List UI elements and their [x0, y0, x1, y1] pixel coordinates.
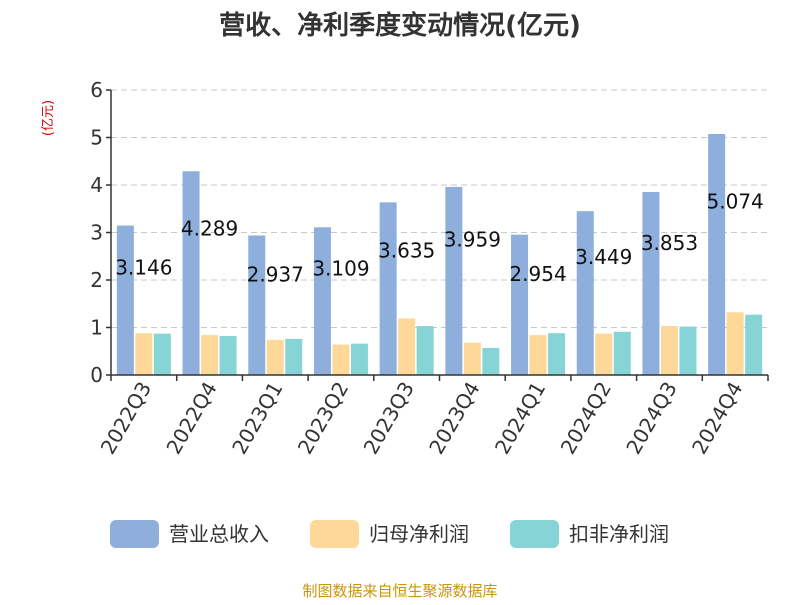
legend-swatch-0: [110, 520, 159, 548]
bars: [116, 133, 763, 375]
legend-swatch-2: [510, 520, 559, 548]
bar-series-1-8: [660, 326, 678, 375]
data-label: 3.146: [115, 255, 172, 279]
chart-title: 营收、净利季度变动情况(亿元): [219, 10, 581, 41]
bar-series-2-7: [613, 331, 631, 375]
data-label: 3.109: [312, 257, 369, 281]
bar-series-1-1: [201, 335, 219, 375]
legend-swatch-1: [310, 520, 359, 548]
bar-series-2-9: [745, 314, 763, 375]
bar-series-1-5: [463, 342, 481, 375]
x-tick-labels: 2022Q3 2022Q4 2023Q1 2023Q2 2023Q3 2023Q4 2024…: [96, 378, 748, 459]
bar-series-1-4: [398, 318, 416, 375]
data-label: 3.449: [575, 245, 632, 269]
bar-series-2-3: [350, 343, 368, 375]
legend: 营业总收入 归母净利润 扣非净利润: [110, 520, 669, 548]
legend-label-1: 归母净利润: [369, 522, 469, 546]
y-tick-label: 0: [90, 363, 103, 387]
source-note: 制图数据来自恒生聚源数据库: [302, 582, 497, 600]
x-tick-label: 2023Q3: [359, 378, 419, 459]
y-tick-labels: 0 1 2 3 4 5 6: [90, 78, 103, 387]
bar-series-1-9: [726, 312, 744, 375]
bar-series-1-0: [135, 333, 153, 375]
y-tick-label: 5: [90, 126, 103, 150]
data-label: 2.954: [509, 262, 566, 286]
data-label: 3.853: [641, 231, 698, 255]
bar-series-0-0: [116, 225, 134, 375]
x-tick-label: 2023Q1: [227, 378, 287, 459]
gridlines: [111, 89, 768, 328]
x-tick-label: 2023Q2: [293, 378, 353, 459]
data-label: 4.289: [181, 216, 238, 240]
x-tick-label: 2024Q4: [687, 378, 747, 459]
y-tick-label: 3: [90, 221, 103, 245]
data-label: 2.937: [247, 263, 304, 287]
bar-series-1-7: [595, 333, 613, 375]
bar-series-2-6: [548, 333, 566, 375]
bar-series-1-3: [332, 344, 350, 375]
y-tick-label: 4: [90, 173, 103, 197]
bar-series-0-4: [379, 202, 397, 375]
data-label: 5.074: [707, 189, 764, 213]
legend-label-0: 营业总收入: [169, 522, 269, 546]
y-tick-label: 6: [90, 78, 103, 102]
bar-series-2-5: [482, 347, 500, 375]
bar-series-2-0: [153, 333, 171, 375]
bar-series-0-8: [642, 191, 660, 375]
y-tick-label: 2: [90, 268, 103, 292]
legend-label-2: 扣非净利润: [569, 522, 669, 546]
x-tick-label: 2024Q3: [621, 378, 681, 459]
bar-series-0-5: [445, 186, 463, 375]
x-tick-label: 2022Q4: [161, 378, 221, 459]
x-tick-label: 2023Q4: [424, 378, 484, 459]
y-tick-label: 1: [90, 316, 103, 340]
bar-series-2-4: [416, 326, 434, 375]
x-tick-label: 2024Q1: [490, 378, 550, 459]
bar-series-0-1: [182, 171, 200, 375]
bar-series-2-1: [219, 336, 237, 375]
data-labels: 3.146 4.289 2.937 3.109 3.635 3.959 2.954 3.449…: [115, 189, 764, 286]
bar-series-0-7: [576, 211, 594, 375]
bar-series-1-2: [266, 339, 284, 375]
axes: [106, 89, 769, 381]
bar-series-0-2: [248, 235, 266, 375]
bar-series-0-9: [708, 133, 726, 375]
bar-series-0-6: [511, 234, 529, 375]
bar-series-0-3: [313, 227, 331, 375]
data-label: 3.959: [444, 228, 501, 252]
x-tick-label: 2024Q2: [556, 378, 616, 459]
bar-series-2-2: [285, 338, 303, 375]
y-unit-label: (亿元): [41, 100, 56, 136]
bar-series-1-6: [529, 335, 547, 375]
bar-series-2-8: [679, 326, 697, 375]
x-tick-label: 2022Q3: [96, 378, 156, 459]
data-label: 3.635: [378, 239, 435, 263]
